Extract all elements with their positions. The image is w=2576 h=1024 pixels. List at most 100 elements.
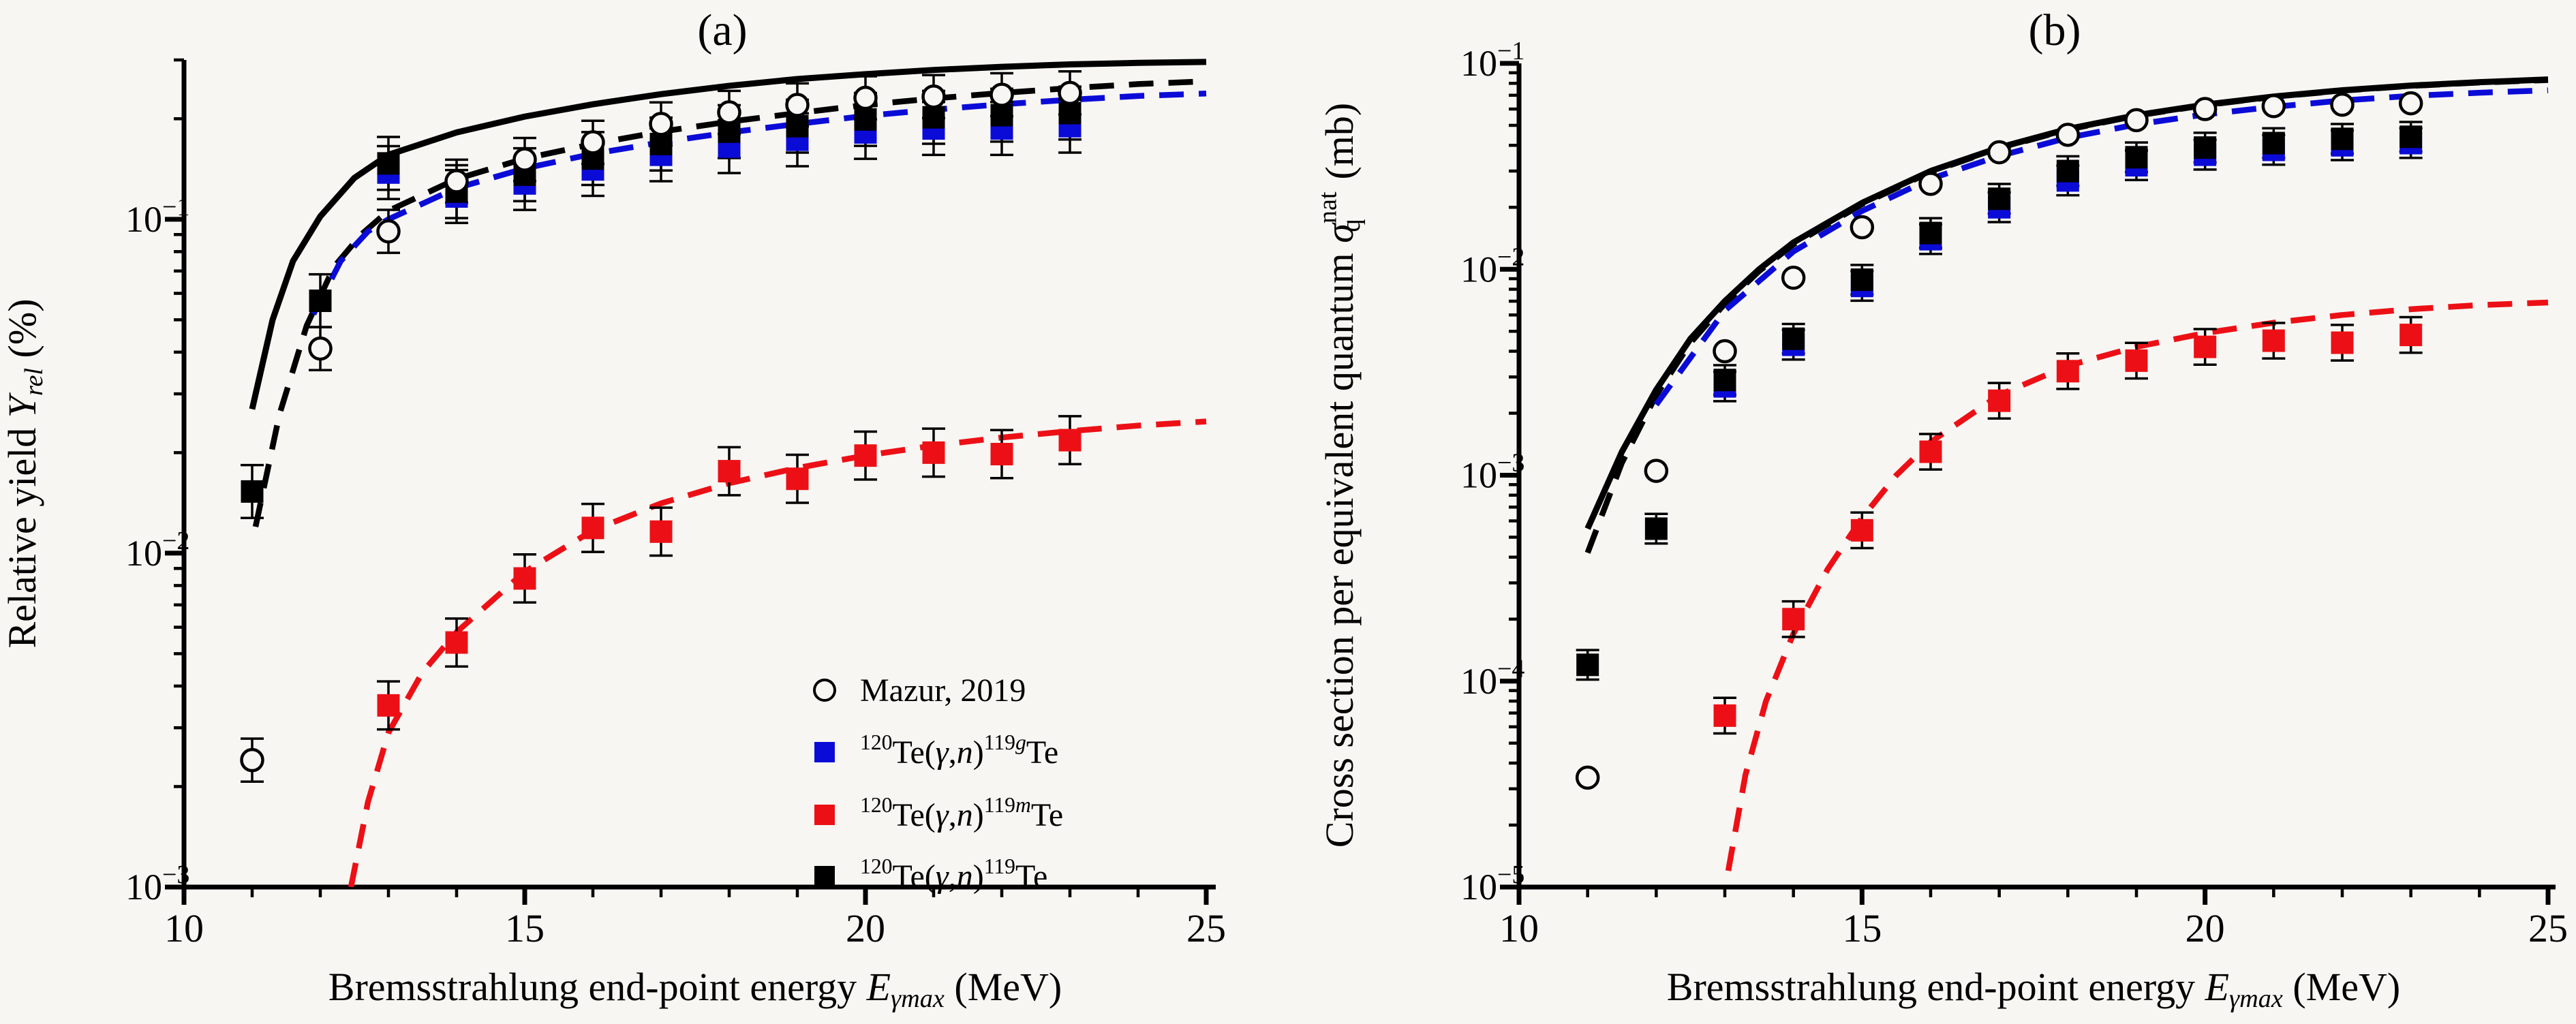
data-point-square <box>1576 653 1599 677</box>
legend-marker-circle <box>813 679 836 702</box>
data-point-square <box>1919 440 1942 463</box>
panel-a-title: (a) <box>697 5 747 55</box>
data-point-square <box>854 108 877 131</box>
data-point-square <box>990 104 1013 127</box>
data-point-circle <box>1058 80 1082 106</box>
data-point-square <box>1782 608 1805 631</box>
data-point-square <box>377 152 400 175</box>
legend-label: 120Te(γ,n)119gTe <box>860 730 1058 771</box>
legend-label: 120Te(γ,n)119Te <box>860 854 1047 895</box>
panel-a: 10 15 20 25 10−1 10−2 10−3 Bremsstrahlung end-p… <box>0 58 1226 1013</box>
data-point-square <box>2262 131 2285 155</box>
data-point-circle <box>2055 123 2081 147</box>
data-point-circle <box>1575 765 1600 790</box>
x-tick-label: 25 <box>2528 906 2568 950</box>
data-point-square <box>2125 349 2148 372</box>
data-point-circle <box>444 169 469 193</box>
data-point-circle <box>1644 459 1669 483</box>
data-point-circle <box>512 147 537 172</box>
data-point-square <box>2262 329 2285 352</box>
curve-theory-119m-dashed-dashed-line <box>348 418 1207 887</box>
y-tick-label: 10−3 <box>125 860 189 907</box>
curve-theory-total-dashed-dashed-line <box>1584 77 2549 554</box>
x-tick-label: 20 <box>846 906 885 950</box>
y-tick-label: 10−5 <box>1460 860 1524 907</box>
data-point-circle <box>1918 172 1943 196</box>
data-point-square <box>649 520 673 543</box>
data-point-circle <box>1713 339 1737 364</box>
series-te119m-yield <box>377 429 1082 717</box>
data-point-square <box>1058 429 1082 452</box>
y-tick-label: 10−1 <box>1460 37 1524 84</box>
legend: Mazur, 2019 120Te(γ,n)119gTe 120Te(γ,n)119… <box>813 672 1063 895</box>
data-point-circle <box>853 85 878 110</box>
data-point-square <box>2056 360 2079 383</box>
plot-render-root: 10 15 20 25 10−1 10−2 10−3 Bremsstrahlung end-p… <box>0 37 2568 1013</box>
data-point-circle <box>2124 108 2149 133</box>
data-point-circle <box>240 747 264 773</box>
theory-curves <box>1584 76 2549 871</box>
data-point-circle <box>649 112 673 136</box>
data-point-square <box>990 443 1013 466</box>
data-point-circle <box>376 219 401 244</box>
data-point-square <box>2194 335 2217 358</box>
y-tick-label: 10−4 <box>1460 655 1524 702</box>
y-tick-label: 10−3 <box>1460 449 1524 496</box>
data-point-square <box>1782 327 1805 350</box>
x-axis-label: Bremsstrahlung end-point energy Eγmax (M… <box>328 965 1062 1013</box>
data-point-square <box>2331 127 2354 151</box>
data-point-square <box>2056 159 2079 183</box>
x-axis-label: Bremsstrahlung end-point energy Eγmax (M… <box>1667 965 2400 1013</box>
data-point-square <box>513 567 536 590</box>
y-tick-label: 10−2 <box>1460 243 1524 290</box>
data-point-square <box>1850 518 1873 542</box>
data-point-circle <box>717 100 741 125</box>
data-point-square <box>445 631 468 654</box>
series-te119m-cs <box>1713 324 2423 727</box>
x-tick-label: 15 <box>505 906 545 950</box>
x-tick-label: 25 <box>1186 906 1226 950</box>
data-point-square <box>1850 268 1873 292</box>
legend-label: Mazur, 2019 <box>860 672 1026 709</box>
axes: 10 15 20 25 10−1 10−2 10−3 10−4 10−5 <box>1460 37 2568 950</box>
data-point-square <box>2331 331 2354 354</box>
data-point-circle <box>2330 92 2355 117</box>
data-point-circle <box>2398 91 2423 116</box>
x-tick-label: 10 <box>164 906 204 950</box>
data-point-square <box>854 444 877 467</box>
x-tick-label: 20 <box>2186 906 2225 950</box>
y-tick-label: 10−1 <box>125 193 189 240</box>
series-mazur-2019-cs <box>1575 91 2423 790</box>
data-point-circle <box>2192 97 2218 121</box>
data-point-square <box>718 460 741 483</box>
y-axis-label: Cross section per equivalent quantum σna… <box>1314 103 1366 848</box>
curve-theory-119g-dashed-dashed-line <box>311 91 1207 315</box>
curve-theory-total-solid-solid-line <box>249 59 1207 410</box>
data-point-circle <box>990 82 1014 107</box>
series-te119-yield <box>241 102 1082 503</box>
x-tick-label: 10 <box>1499 906 1539 950</box>
legend-marker-square <box>814 866 835 886</box>
data-point-circle <box>581 130 605 155</box>
data-point-square <box>786 114 809 138</box>
legend-label: 120Te(γ,n)119mTe <box>860 793 1063 833</box>
data-point-square <box>309 289 332 312</box>
data-point-square <box>1713 704 1736 727</box>
data-point-square <box>377 694 400 717</box>
data-point-square <box>2125 146 2148 169</box>
curve-theory-119g-dashed-dashed-line <box>1653 87 2549 407</box>
data-point-square <box>1988 187 2011 211</box>
data-point-circle <box>1850 215 1875 240</box>
data-point-circle <box>308 336 333 361</box>
x-tick-label: 15 <box>1842 906 1882 950</box>
series-mazur-2019-yield <box>240 80 1082 773</box>
legend-marker-square <box>814 805 835 825</box>
data-point-square <box>1988 389 2011 412</box>
legend-marker-square <box>814 742 835 762</box>
data-point-circle <box>1781 265 1806 290</box>
data-point-square <box>581 516 604 540</box>
panel-b: 10 15 20 25 10−1 10−2 10−3 10−4 10−5 Bremsstrahlu… <box>1314 37 2568 1013</box>
y-tick-label: 10−2 <box>125 527 189 574</box>
panel-b-title: (b) <box>2029 5 2081 55</box>
